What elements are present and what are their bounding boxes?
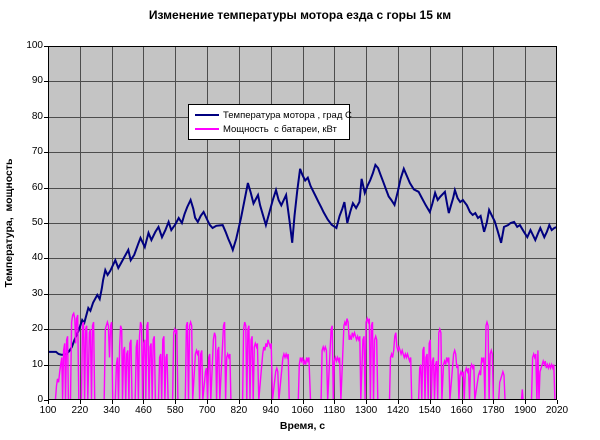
y-tick-label: 100 bbox=[26, 40, 43, 51]
x-tick-label: 1180 bbox=[323, 405, 346, 416]
y-tick-label: 70 bbox=[31, 146, 43, 158]
x-tick-label: 100 bbox=[39, 405, 57, 416]
y-tick-mark bbox=[44, 329, 48, 330]
x-tick-label: 580 bbox=[166, 405, 184, 416]
x-tick-mark bbox=[430, 400, 431, 404]
x-tick-mark bbox=[493, 400, 494, 404]
x-tick-mark bbox=[48, 400, 49, 404]
y-tick-label: 80 bbox=[31, 110, 43, 122]
x-tick-mark bbox=[207, 400, 208, 404]
legend-item-temperature: Температура мотора , град С bbox=[195, 108, 352, 122]
y-tick-mark bbox=[44, 117, 48, 118]
chart-title: Изменение температуры мотора езда с горы… bbox=[148, 8, 452, 22]
x-tick-mark bbox=[398, 400, 399, 404]
y-tick-label: 60 bbox=[31, 181, 43, 193]
x-tick-label: 700 bbox=[198, 405, 216, 416]
y-tick-mark bbox=[44, 400, 48, 401]
y-tick-label: 20 bbox=[31, 323, 43, 335]
legend-box: Температура мотора , град С Мощность с б… bbox=[188, 104, 352, 140]
legend-item-power: Мощность с батареи, кВт bbox=[195, 122, 345, 136]
x-tick-mark bbox=[271, 400, 272, 404]
x-tick-mark bbox=[462, 400, 463, 404]
x-tick-mark bbox=[366, 400, 367, 404]
x-tick-mark bbox=[334, 400, 335, 404]
x-tick-mark bbox=[80, 400, 81, 404]
x-tick-label: 1420 bbox=[386, 405, 410, 416]
x-tick-label: 1300 bbox=[355, 405, 378, 416]
plot-border bbox=[48, 46, 557, 400]
y-tick-label: 50 bbox=[31, 217, 43, 228]
y-tick-mark bbox=[44, 46, 48, 47]
y-tick-label: 0 bbox=[37, 394, 43, 405]
y-tick-mark bbox=[44, 188, 48, 189]
y-tick-label: 10 bbox=[31, 358, 43, 370]
legend-line-temperature-icon bbox=[195, 114, 219, 116]
x-tick-label: 1540 bbox=[418, 405, 441, 416]
x-tick-mark bbox=[112, 400, 113, 404]
y-tick-mark bbox=[44, 223, 48, 224]
chart-plot-area bbox=[48, 46, 557, 400]
y-tick-label: 90 bbox=[31, 75, 43, 87]
x-tick-label: 1900 bbox=[514, 405, 537, 416]
x-axis-title: Время, с bbox=[279, 420, 326, 432]
temperature-line bbox=[48, 162, 557, 356]
x-tick-mark bbox=[143, 400, 144, 404]
x-tick-mark bbox=[175, 400, 176, 404]
y-tick-label: 40 bbox=[31, 252, 43, 264]
y-tick-mark bbox=[44, 81, 48, 82]
x-tick-label: 940 bbox=[262, 405, 280, 416]
x-tick-mark bbox=[525, 400, 526, 404]
y-tick-mark bbox=[44, 294, 48, 295]
x-tick-label: 820 bbox=[230, 405, 248, 416]
legend-label-power: Мощность с батареи, кВт bbox=[223, 123, 337, 135]
x-tick-mark bbox=[303, 400, 304, 404]
x-tick-label: 340 bbox=[103, 405, 120, 416]
x-tick-label: 220 bbox=[71, 405, 89, 416]
x-tick-label: 1060 bbox=[291, 405, 314, 416]
x-tick-label: 1660 bbox=[450, 405, 473, 416]
x-tick-label: 2020 bbox=[545, 405, 569, 416]
power-line bbox=[48, 311, 557, 400]
x-tick-mark bbox=[557, 400, 558, 404]
x-tick-mark bbox=[239, 400, 240, 404]
x-tick-label: 460 bbox=[135, 405, 152, 416]
y-axis-title: Температура, мощность bbox=[3, 158, 15, 288]
y-tick-label: 30 bbox=[31, 287, 43, 299]
y-tick-mark bbox=[44, 365, 48, 366]
y-tick-mark bbox=[44, 258, 48, 259]
y-tick-mark bbox=[44, 152, 48, 153]
x-tick-label: 1780 bbox=[482, 405, 505, 416]
legend-line-power-icon bbox=[195, 128, 219, 130]
legend-label-temperature: Температура мотора , град С bbox=[223, 109, 352, 121]
